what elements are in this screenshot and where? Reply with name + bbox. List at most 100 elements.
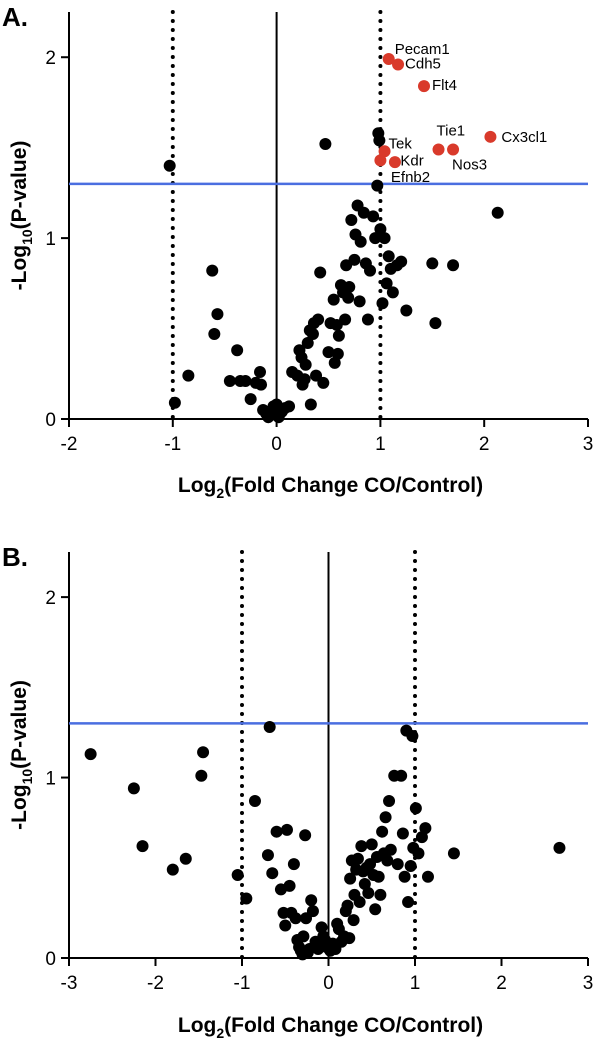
x-tick-label: 2 [479,434,490,455]
data-point [166,863,179,876]
data-point [231,344,244,357]
data-point [404,859,417,872]
x-tick-label: 1 [375,434,386,455]
data-point [381,854,394,867]
data-point [409,802,422,815]
data-point [367,210,380,223]
data-point [353,896,366,909]
data-point [305,894,318,907]
data-point [447,259,460,272]
data-point [84,748,97,761]
highlight-point [374,154,387,167]
data-point [374,888,387,901]
x-axis-title: Log2(Fold Change CO/Control) [178,1014,483,1040]
data-point [280,823,293,836]
x-axis-title: Log2(Fold Change CO/Control) [178,474,483,501]
data-point [415,831,428,844]
y-axis-title: -Log10(P-value) [8,141,35,291]
x-tick-label: 0 [323,973,334,994]
data-point [447,847,460,860]
data-point [263,721,276,734]
data-point [211,308,224,321]
data-point [339,313,352,326]
data-point [398,870,411,883]
data-point [266,867,279,880]
highlight-point [378,145,391,158]
y-tick-label: 1 [45,769,56,790]
data-point [299,829,312,842]
data-point [395,255,408,268]
gene-label: Pecam1 [395,41,450,58]
data-point [208,327,221,340]
data-point [343,280,356,293]
data-point [378,232,391,245]
panel-label: B. [2,542,28,572]
data-point [419,822,432,835]
gene-label: Tek [389,135,413,152]
data-point [376,297,389,310]
data-point [344,872,357,885]
data-point [312,313,325,326]
data-point [345,214,358,227]
data-point [306,327,319,340]
data-point [355,840,368,853]
data-point [374,223,387,236]
x-tick-label: 3 [583,973,594,994]
data-point [301,337,314,350]
data-point [255,378,268,391]
y-axis-title: -Log10(P-value) [8,680,35,830]
x-tick-label: 1 [410,973,421,994]
data-point [343,932,356,945]
highlight-point [388,156,401,169]
data-point [298,373,311,386]
data-point [369,903,382,916]
x-tick-label: -1 [164,434,181,455]
highlight-point [484,130,497,143]
data-point [421,870,434,883]
data-point [347,914,360,927]
data-point [299,358,312,371]
highlight-point [382,53,395,66]
x-tick-label: -1 [234,973,251,994]
data-point [400,304,413,317]
data-point [364,264,377,277]
data-point [376,825,389,838]
data-point [328,356,341,369]
data-point [297,930,310,943]
data-point [322,346,335,359]
data-point [331,347,344,360]
data-point [231,868,244,881]
data-point [306,905,319,918]
highlight-point [417,80,430,93]
x-tick-label: -2 [147,973,164,994]
data-point [383,795,396,808]
data-point [248,795,261,808]
data-point [412,847,425,860]
data-point [341,899,354,912]
data-point [553,841,566,854]
data-point [197,746,210,759]
data-point [270,825,283,838]
data-point [365,838,378,851]
data-point [304,398,317,411]
data-point [491,206,504,219]
data-point [182,369,195,382]
data-point [127,782,140,795]
data-point [136,840,149,853]
x-tick-label: 3 [583,434,594,455]
data-point [287,858,300,871]
data-point [319,138,332,151]
data-point [283,879,296,892]
y-tick-label: 2 [45,588,56,609]
gene-label: Tie1 [437,122,466,139]
data-point [372,870,385,883]
y-tick-label: 0 [45,949,56,970]
data-point [353,295,366,308]
gene-label: Cx3cl1 [501,129,547,146]
y-tick-label: 2 [45,48,56,69]
data-point [315,921,328,934]
data-point [426,257,439,270]
data-point [283,400,296,413]
data-point [371,179,384,192]
